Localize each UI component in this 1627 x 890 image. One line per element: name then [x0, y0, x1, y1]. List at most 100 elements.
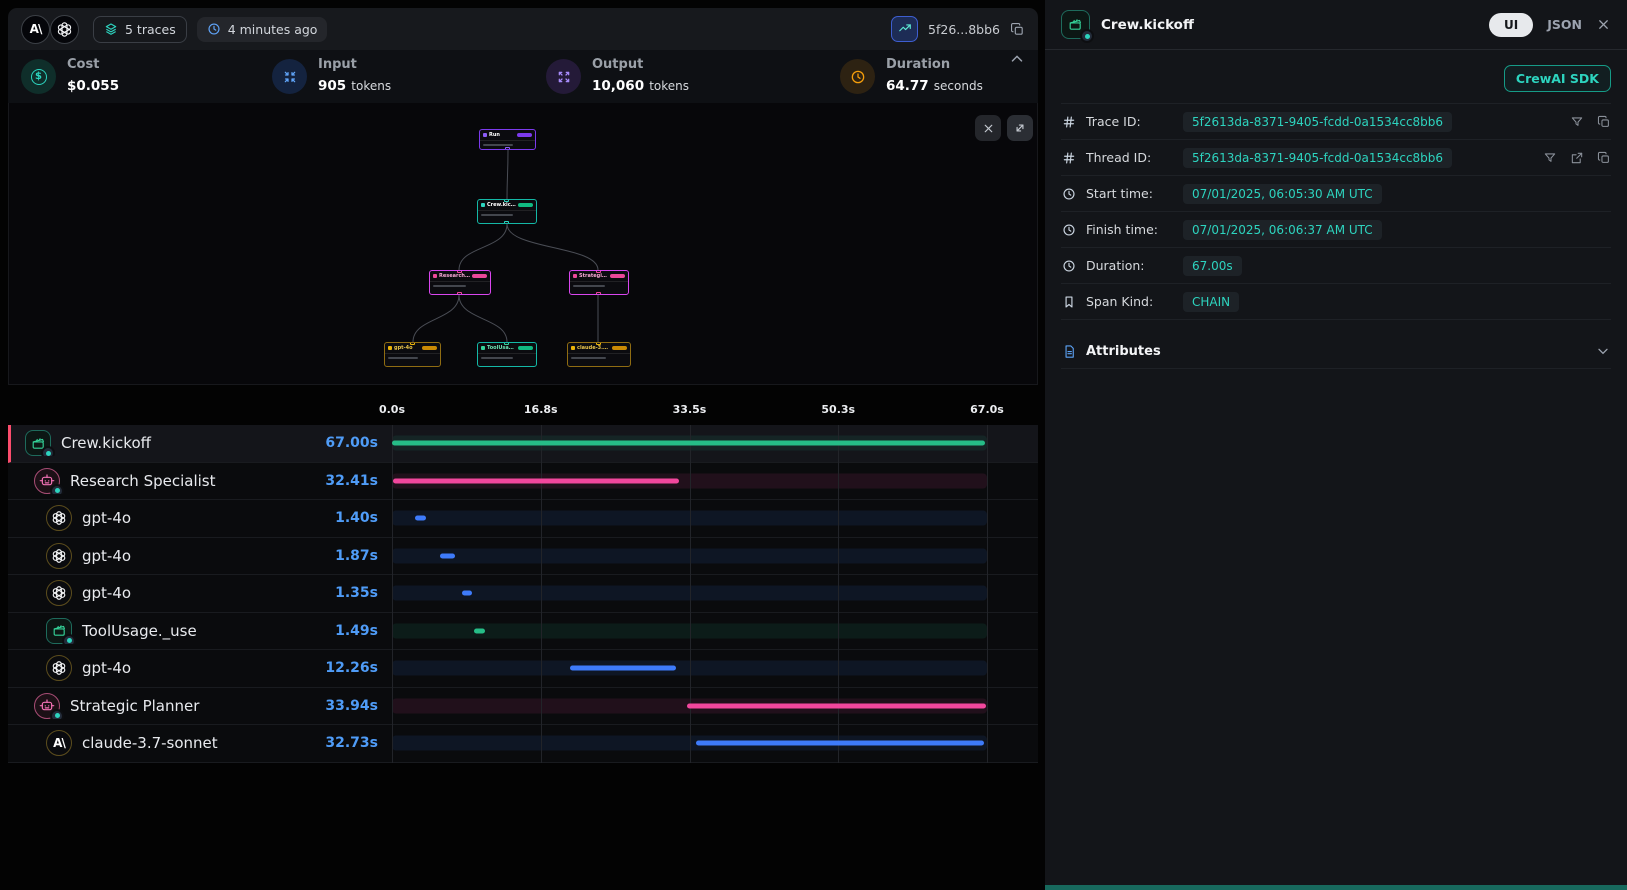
span-name: Crew.kickoff [61, 434, 151, 452]
node-title: Run [489, 132, 500, 138]
copy-icon[interactable] [1597, 115, 1611, 129]
span-bar[interactable] [392, 441, 985, 446]
span-name-cell[interactable]: Research Specialist [8, 468, 308, 494]
document-icon [1061, 344, 1077, 359]
node-connector [457, 292, 462, 295]
detail-label: Start time: [1086, 186, 1174, 201]
span-bar[interactable] [462, 591, 472, 596]
tab-json[interactable]: JSON [1547, 17, 1582, 32]
graph-node-claude[interactable]: claude-3.7-sonnet [567, 342, 631, 367]
node-subtext [481, 214, 513, 216]
waterfall-row[interactable]: ToolUsage._use 1.49s [8, 613, 1038, 651]
sdk-row: CrewAI SDK [1045, 50, 1627, 103]
funnel-icon[interactable] [1570, 115, 1584, 129]
span-bar[interactable] [393, 478, 679, 483]
waterfall-row[interactable]: gpt-4o 1.40s [8, 500, 1038, 538]
waterfall-row[interactable]: Strategic Planner 33.94s [8, 688, 1038, 726]
tab-ui[interactable]: UI [1489, 13, 1533, 37]
trace-graph[interactable]: Run Crew.kickoff Research Specialist St [8, 103, 1038, 385]
funnel-icon[interactable] [1543, 151, 1557, 165]
node-title: gpt-4o [394, 345, 413, 351]
detail-actions [1543, 151, 1611, 165]
span-name: ToolUsage._use [82, 622, 197, 640]
detail-value[interactable]: 07/01/2025, 06:05:30 AM UTC [1183, 184, 1382, 204]
node-connector [505, 147, 510, 150]
span-name: Research Specialist [70, 472, 215, 490]
waterfall-row[interactable]: Research Specialist 32.41s [8, 463, 1038, 501]
waterfall-row[interactable]: gpt-4o 1.87s [8, 538, 1038, 576]
traces-count-badge[interactable]: 5 traces [93, 16, 187, 43]
graph-node-run[interactable]: Run [479, 129, 536, 150]
attributes-row[interactable]: Attributes [1061, 334, 1611, 369]
axis-tick: 0.0s [379, 403, 405, 416]
metrics-chart-button[interactable] [891, 16, 918, 42]
copy-icon[interactable] [1597, 151, 1611, 165]
detail-label: Finish time: [1086, 222, 1174, 237]
span-name-cell[interactable]: Crew.kickoff [11, 430, 308, 456]
span-name-cell[interactable]: gpt-4o [8, 655, 308, 681]
layers-icon [104, 22, 118, 36]
expand-graph-button[interactable] [1007, 115, 1033, 141]
traces-count-label: 5 traces [125, 22, 176, 37]
external-link-icon[interactable] [1570, 151, 1584, 165]
span-bar[interactable] [415, 516, 425, 521]
close-panel-icon[interactable] [1596, 17, 1611, 32]
arrows-in-icon [272, 59, 307, 94]
span-bar[interactable] [696, 741, 985, 746]
span-name-cell[interactable]: ToolUsage._use [8, 618, 308, 644]
trace-header: A\ 5 traces 4 minutes ago [8, 8, 1038, 50]
sdk-sub-badge-icon [41, 446, 55, 456]
span-name-cell[interactable]: A\ claude-3.7-sonnet [8, 730, 308, 756]
stat-input: Input 905 tokens [272, 57, 391, 94]
span-duration: 1.40s [308, 510, 392, 526]
span-name-cell[interactable]: Strategic Planner [8, 693, 308, 719]
node-subtext [571, 357, 606, 359]
node-type-icon [573, 274, 577, 278]
chevron-up-icon[interactable] [1008, 50, 1026, 68]
waterfall-row[interactable]: A\ claude-3.7-sonnet 32.73s [8, 725, 1038, 763]
waterfall-row[interactable]: Crew.kickoff 67.00s [8, 425, 1038, 463]
graph-node-crew-kickoff[interactable]: Crew.kickoff [477, 199, 537, 224]
trace-stats: $ Cost $0.055 Input 905 tokens [8, 50, 1038, 103]
graph-node-toolusage[interactable]: ToolUsage._use [477, 342, 537, 367]
node-connector [410, 342, 415, 345]
span-bar[interactable] [687, 703, 986, 708]
detail-value[interactable]: 5f2613da-8371-9405-fcdd-0a1534cc8bb6 [1183, 112, 1452, 132]
panel-header: Crew.kickoff UI JSON [1045, 0, 1627, 50]
span-bar[interactable] [570, 666, 677, 671]
node-subtext [483, 144, 513, 146]
copy-icon[interactable] [1010, 22, 1025, 37]
graph-node-strategic-planner[interactable]: Strategic Planner [569, 270, 629, 295]
detail-value[interactable]: 5f2613da-8371-9405-fcdd-0a1534cc8bb6 [1183, 148, 1452, 168]
detail-value[interactable]: CHAIN [1183, 292, 1239, 312]
node-subtext [388, 357, 418, 359]
detail-value[interactable]: 67.00s [1183, 256, 1242, 276]
node-subtext [433, 285, 466, 287]
waterfall-row[interactable]: gpt-4o 12.26s [8, 650, 1038, 688]
node-type-icon [433, 274, 437, 278]
openai-icon [46, 505, 72, 531]
detail-actions [1570, 115, 1611, 129]
detail-label: Span Kind: [1086, 294, 1174, 309]
chevron-down-icon[interactable] [1595, 343, 1611, 359]
trace-overview: A\ 5 traces 4 minutes ago [8, 8, 1038, 763]
bookmark-icon [1061, 295, 1077, 309]
span-name-cell[interactable]: gpt-4o [8, 580, 308, 606]
node-connector [504, 221, 509, 224]
attributes-label: Attributes [1086, 344, 1161, 359]
node-connector [457, 270, 462, 273]
span-bar[interactable] [474, 628, 485, 633]
close-graph-button[interactable] [975, 115, 1001, 141]
anthropic-icon: A\ [46, 730, 72, 756]
span-name-cell[interactable]: gpt-4o [8, 543, 308, 569]
detail-value[interactable]: 07/01/2025, 06:06:37 AM UTC [1183, 220, 1382, 240]
graph-node-research-specialist[interactable]: Research Specialist [429, 270, 491, 295]
tool-icon [46, 618, 72, 644]
node-badge [517, 133, 532, 137]
detail-label: Trace ID: [1086, 114, 1174, 129]
graph-node-gpt-4o[interactable]: gpt-4o [384, 342, 441, 367]
waterfall-row[interactable]: gpt-4o 1.35s [8, 575, 1038, 613]
span-name-cell[interactable]: gpt-4o [8, 505, 308, 531]
span-waterfall: Crew.kickoff 67.00s Research Specialist … [8, 425, 1038, 763]
span-bar[interactable] [440, 553, 455, 558]
